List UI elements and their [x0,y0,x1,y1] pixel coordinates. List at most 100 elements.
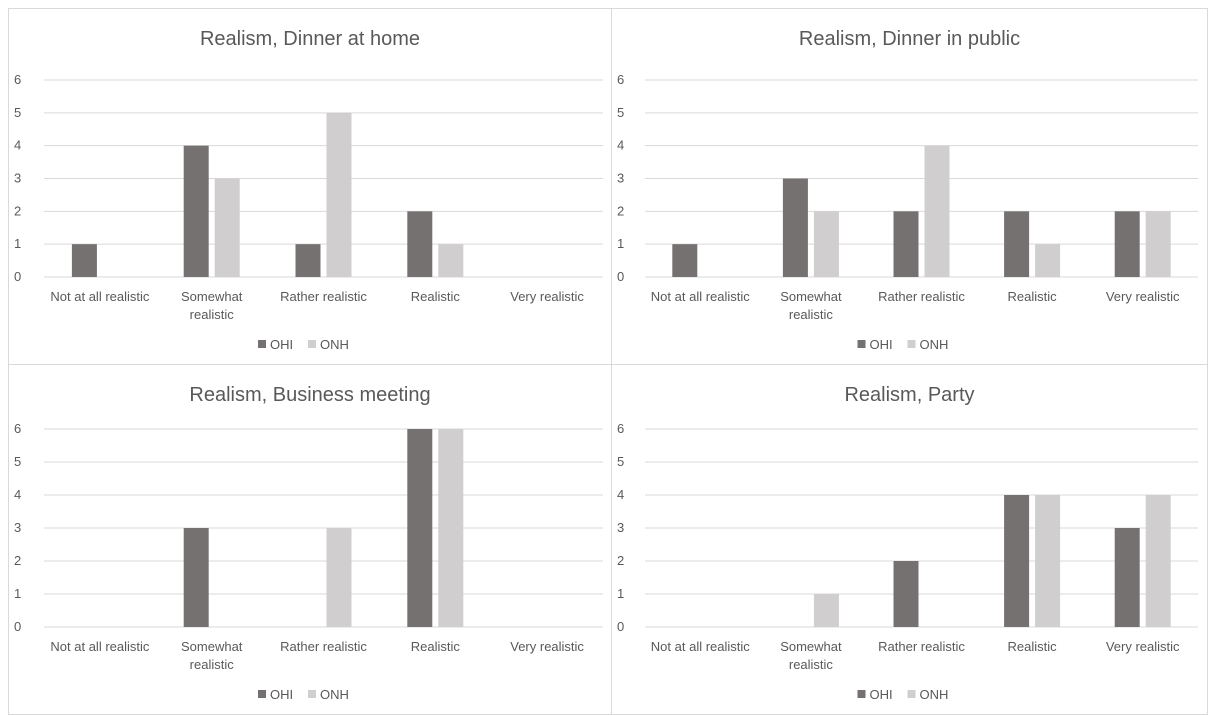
bar-ohi [782,178,808,277]
legend-label-onh: ONH [920,687,949,702]
bar-ohi [407,211,433,277]
legend-label-ohi: OHI [870,337,893,352]
bar-onh [214,178,240,277]
legend-swatch-onh [907,340,916,348]
x-category-label: Not at all realistic [50,639,149,654]
y-tick-label: 0 [14,269,21,284]
chart-title: Realism, Party [844,384,974,406]
chart-svg: Realism, Party 0 1 2 3 4 5 6 Not at all realisti… [617,384,1198,702]
y-tick-label: 3 [14,171,21,186]
y-tick-label: 0 [617,269,624,284]
y-tick-label: 0 [617,619,624,634]
y-tick-label: 2 [617,203,624,218]
bar-onh [924,145,950,277]
legend-swatch-ohi [857,690,866,698]
y-tick-label: 1 [617,236,624,251]
legend-swatch-onh [907,690,916,698]
legend-swatch-onh [308,690,316,698]
y-tick-label: 6 [14,72,21,87]
bar-onh [813,594,839,627]
legend-swatch-ohi [857,340,866,348]
chart-panel-dinner-at-home: Realism, Dinner at home 0 1 2 3 4 5 6 Not at all… [8,8,612,365]
y-tick-label: 3 [14,520,21,535]
x-category-label: Very realistic [510,289,584,304]
y-tick-label: 3 [617,520,624,535]
bar-onh [1145,495,1171,627]
y-tick-label: 3 [617,171,624,186]
x-category-label: Somewhat realistic [181,639,243,672]
chart-svg: Realism, Business meeting 0 1 2 3 4 5 6 Not at a… [14,384,603,702]
x-category-label: Somewhat realistic [181,289,243,322]
legend-label-onh: ONH [920,337,949,352]
chart-title: Realism, Dinner at home [200,28,420,50]
y-tick-label: 4 [14,487,21,502]
bar-onh [438,244,464,277]
bar-onh [1035,244,1061,277]
bar-ohi [893,211,919,277]
bar-onh [326,528,352,627]
legend-label-ohi: OHI [870,687,893,702]
y-tick-label: 2 [14,553,21,568]
x-category-label: Somewhat realistic [780,639,842,672]
x-category-label: Very realistic [510,639,584,654]
bar-ohi [672,244,698,277]
y-tick-label: 6 [14,421,21,436]
chart-svg: Realism, Dinner in public 0 1 2 3 4 5 6 Not at a… [617,28,1198,352]
bar-ohi [1004,495,1030,627]
legend-label-onh: ONH [320,337,349,352]
y-tick-label: 0 [14,619,21,634]
y-tick-label: 6 [617,72,624,87]
bar-ohi [407,429,433,627]
y-tick-label: 5 [617,454,624,469]
x-category-label: Not at all realistic [651,639,750,654]
bar-ohi [1004,211,1030,277]
x-category-label: Not at all realistic [50,289,149,304]
x-category-label: Realistic [1008,639,1058,654]
bar-ohi [295,244,321,277]
y-tick-label: 4 [617,138,624,153]
y-tick-label: 1 [14,586,21,601]
y-tick-label: 2 [14,203,21,218]
y-tick-label: 2 [617,553,624,568]
x-category-label: Not at all realistic [651,289,750,304]
bar-onh [326,112,352,277]
bar-onh [438,429,464,627]
chart-panel-party: Realism, Party 0 1 2 3 4 5 6 Not at all realisti… [611,364,1208,715]
chart-panel-business-meeting: Realism, Business meeting 0 1 2 3 4 5 6 Not at a… [8,364,612,715]
legend-label-ohi: OHI [270,687,293,702]
bar-ohi [1114,211,1140,277]
bar-ohi [183,528,209,627]
x-category-label: Rather realistic [280,639,367,654]
bar-onh [813,211,839,277]
x-category-label: Realistic [411,639,461,654]
chart-title: Realism, Business meeting [189,384,430,406]
legend-swatch-ohi [258,690,266,698]
x-category-label: Very realistic [1106,289,1180,304]
bar-ohi [1114,528,1140,627]
x-category-label: Rather realistic [280,289,367,304]
x-category-label: Somewhat realistic [780,289,842,322]
x-category-label: Realistic [411,289,461,304]
legend-swatch-onh [308,340,316,348]
y-tick-label: 1 [14,236,21,251]
legend-label-ohi: OHI [270,337,293,352]
legend-swatch-ohi [258,340,266,348]
y-tick-label: 5 [14,454,21,469]
y-tick-label: 4 [617,487,624,502]
chart-svg: Realism, Dinner at home 0 1 2 3 4 5 6 Not at all… [14,28,603,352]
y-tick-label: 4 [14,138,21,153]
chart-panel-dinner-in-public: Realism, Dinner in public 0 1 2 3 4 5 6 Not at a… [611,8,1208,365]
x-category-label: Rather realistic [878,289,965,304]
y-tick-label: 6 [617,421,624,436]
y-tick-label: 5 [14,105,21,120]
bar-ohi [893,561,919,627]
y-tick-label: 5 [617,105,624,120]
y-tick-label: 1 [617,586,624,601]
bar-ohi [71,244,97,277]
bar-ohi [183,145,209,277]
x-category-label: Rather realistic [878,639,965,654]
bar-onh [1035,495,1061,627]
x-category-label: Realistic [1008,289,1058,304]
chart-title: Realism, Dinner in public [799,28,1020,50]
